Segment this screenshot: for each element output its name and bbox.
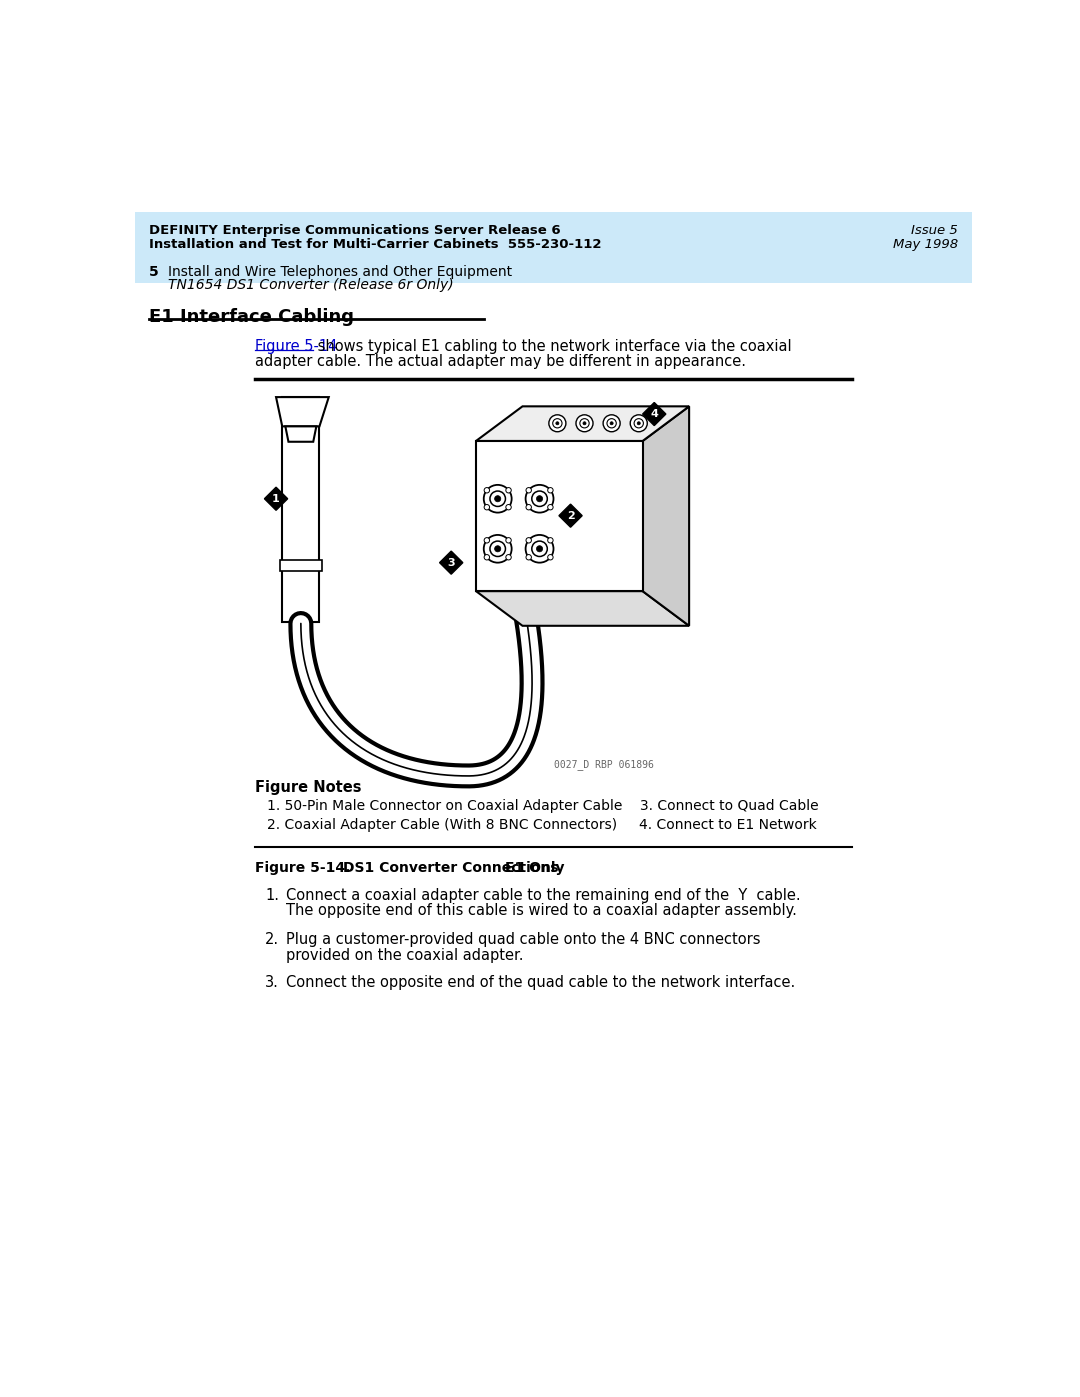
Circle shape <box>631 415 647 432</box>
Polygon shape <box>440 550 463 574</box>
Circle shape <box>531 541 548 556</box>
Text: Plug a customer-provided quad cable onto the 4 BNC connectors: Plug a customer-provided quad cable onto… <box>286 932 760 947</box>
Circle shape <box>556 422 559 425</box>
Circle shape <box>548 555 553 560</box>
Text: Connect the opposite end of the quad cable to the network interface.: Connect the opposite end of the quad cab… <box>286 975 795 989</box>
Text: 3.: 3. <box>266 975 279 989</box>
Text: 2: 2 <box>567 511 575 521</box>
Text: Issue 5: Issue 5 <box>912 224 958 237</box>
Circle shape <box>548 538 553 543</box>
Text: 5: 5 <box>149 265 159 279</box>
Polygon shape <box>285 426 316 441</box>
Circle shape <box>537 546 542 552</box>
Text: shows typical E1 cabling to the network interface via the coaxial: shows typical E1 cabling to the network … <box>313 338 792 353</box>
Circle shape <box>603 415 620 432</box>
Circle shape <box>484 504 489 510</box>
Circle shape <box>607 419 617 427</box>
Text: 4: 4 <box>650 409 658 419</box>
FancyBboxPatch shape <box>135 258 972 284</box>
FancyBboxPatch shape <box>476 441 643 591</box>
Polygon shape <box>476 591 689 626</box>
Text: Figure 5-14: Figure 5-14 <box>255 338 337 353</box>
Circle shape <box>531 490 548 507</box>
Circle shape <box>484 485 512 513</box>
Text: DS1 Converter Connections: DS1 Converter Connections <box>342 861 558 875</box>
Text: Install and Wire Telephones and Other Equipment: Install and Wire Telephones and Other Eq… <box>167 265 512 279</box>
Polygon shape <box>265 488 287 510</box>
Text: Figure 5-14.: Figure 5-14. <box>255 861 351 875</box>
Circle shape <box>505 488 511 493</box>
Circle shape <box>637 422 640 425</box>
Circle shape <box>553 419 562 427</box>
Text: 2.: 2. <box>266 932 280 947</box>
Text: provided on the coaxial adapter.: provided on the coaxial adapter. <box>286 947 524 963</box>
Circle shape <box>490 541 505 556</box>
Circle shape <box>526 488 531 493</box>
FancyBboxPatch shape <box>282 397 320 622</box>
Text: 2. Coaxial Adapter Cable (With 8 BNC Connectors)     4. Connect to E1 Network: 2. Coaxial Adapter Cable (With 8 BNC Con… <box>267 817 816 831</box>
Text: DEFINITY Enterprise Communications Server Release 6: DEFINITY Enterprise Communications Serve… <box>149 224 561 237</box>
Circle shape <box>484 535 512 563</box>
Circle shape <box>490 490 505 507</box>
Circle shape <box>549 415 566 432</box>
Text: The opposite end of this cable is wired to a coaxial adapter assembly.: The opposite end of this cable is wired … <box>286 902 797 918</box>
Circle shape <box>634 419 644 427</box>
Circle shape <box>484 538 489 543</box>
Circle shape <box>495 496 501 502</box>
Polygon shape <box>643 407 689 626</box>
Text: 1: 1 <box>272 493 280 504</box>
Text: 1.: 1. <box>266 887 280 902</box>
Circle shape <box>526 485 554 513</box>
Circle shape <box>610 422 613 425</box>
Circle shape <box>484 555 489 560</box>
Text: E1 Only: E1 Only <box>505 861 565 875</box>
Text: Connect a coaxial adapter cable to the remaining end of the  Y  cable.: Connect a coaxial adapter cable to the r… <box>286 887 800 902</box>
Circle shape <box>495 546 501 552</box>
Circle shape <box>576 415 593 432</box>
Text: 3: 3 <box>447 557 455 567</box>
FancyBboxPatch shape <box>135 212 972 260</box>
FancyBboxPatch shape <box>280 560 322 571</box>
Circle shape <box>484 488 489 493</box>
Text: 0027_D RBP 061896: 0027_D RBP 061896 <box>554 759 653 770</box>
Circle shape <box>505 538 511 543</box>
Circle shape <box>505 555 511 560</box>
Circle shape <box>526 538 531 543</box>
Circle shape <box>583 422 586 425</box>
Text: May 1998: May 1998 <box>893 237 958 250</box>
Circle shape <box>548 504 553 510</box>
Circle shape <box>526 535 554 563</box>
Circle shape <box>526 504 531 510</box>
Polygon shape <box>643 402 666 426</box>
Text: 1. 50-Pin Male Connector on Coaxial Adapter Cable    3. Connect to Quad Cable: 1. 50-Pin Male Connector on Coaxial Adap… <box>267 799 819 813</box>
Text: Installation and Test for Multi-Carrier Cabinets  555-230-112: Installation and Test for Multi-Carrier … <box>149 237 602 250</box>
Circle shape <box>505 504 511 510</box>
Text: E1 Interface Cabling: E1 Interface Cabling <box>149 307 354 326</box>
Polygon shape <box>559 504 582 527</box>
Text: Figure Notes: Figure Notes <box>255 780 362 795</box>
Text: adapter cable. The actual adapter may be different in appearance.: adapter cable. The actual adapter may be… <box>255 353 746 369</box>
Circle shape <box>526 555 531 560</box>
Circle shape <box>580 419 590 427</box>
Polygon shape <box>276 397 328 426</box>
Polygon shape <box>476 407 689 441</box>
Text: TN1654 DS1 Converter (Release 6r Only): TN1654 DS1 Converter (Release 6r Only) <box>167 278 454 292</box>
Circle shape <box>548 488 553 493</box>
Circle shape <box>537 496 542 502</box>
